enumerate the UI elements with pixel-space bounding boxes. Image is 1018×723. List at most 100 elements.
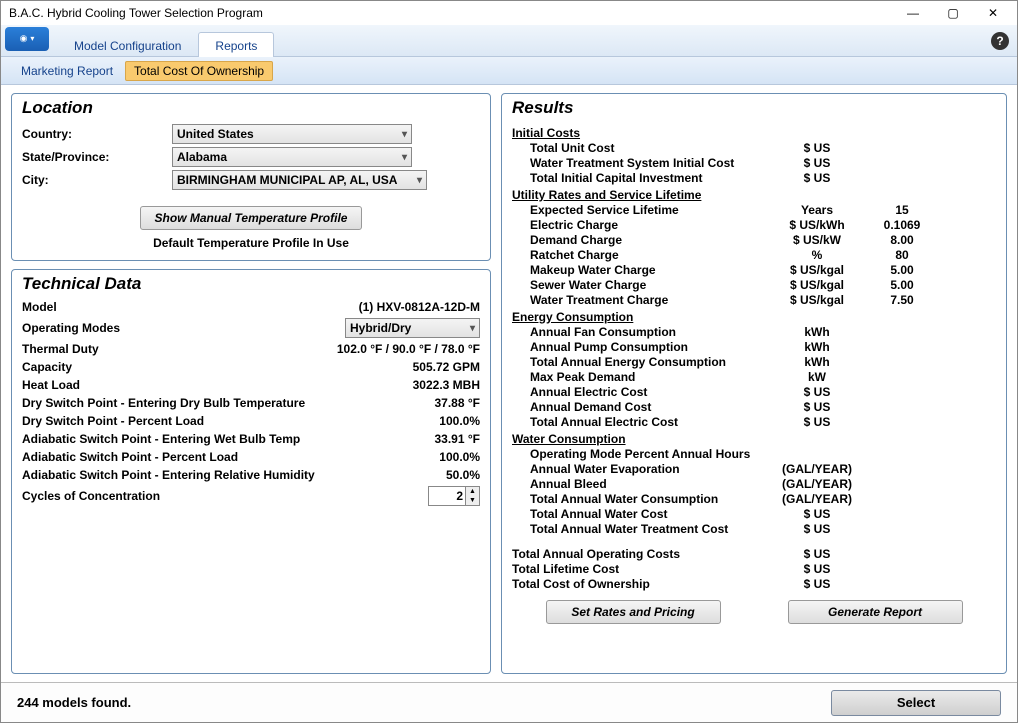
- window-title: B.A.C. Hybrid Cooling Tower Selection Pr…: [9, 6, 893, 20]
- results-value: [862, 547, 942, 562]
- coc-input[interactable]: [429, 487, 465, 505]
- results-value: [862, 355, 942, 370]
- results-value: [862, 562, 942, 577]
- asp-pl-label: Adiabatic Switch Point - Percent Load: [22, 450, 330, 464]
- results-header: Initial Costs: [512, 126, 996, 141]
- results-value: [862, 577, 942, 592]
- generate-report-button[interactable]: Generate Report: [788, 600, 963, 624]
- city-select[interactable]: BIRMINGHAM MUNICIPAL AP, AL, USA: [172, 170, 427, 190]
- results-value: [862, 522, 942, 537]
- country-select[interactable]: United States: [172, 124, 412, 144]
- results-row: Sewer Water Charge$ US/kgal5.00: [512, 278, 996, 293]
- results-row: Total Annual Operating Costs$ US: [512, 547, 996, 562]
- select-button[interactable]: Select: [831, 690, 1001, 716]
- dsp-pl-label: Dry Switch Point - Percent Load: [22, 414, 330, 428]
- thermal-duty-label: Thermal Duty: [22, 342, 330, 356]
- dsp-pl-value: 100.0%: [330, 414, 480, 428]
- results-unit: kWh: [772, 340, 862, 355]
- asp-rh-label: Adiabatic Switch Point - Entering Relati…: [22, 468, 330, 482]
- results-unit: $ US: [772, 400, 862, 415]
- maximize-button[interactable]: ▢: [933, 2, 973, 24]
- results-name: Water Treatment System Initial Cost: [512, 156, 772, 171]
- results-name: Total Annual Operating Costs: [512, 547, 772, 562]
- results-name: Total Annual Water Consumption: [512, 492, 772, 507]
- coc-down-icon[interactable]: ▼: [466, 496, 479, 505]
- results-row: Electric Charge$ US/kWh0.1069: [512, 218, 996, 233]
- results-row: Total Annual Water Treatment Cost$ US: [512, 522, 996, 537]
- results-value: [862, 171, 942, 186]
- technical-data-panel: Technical Data Model(1) HXV-0812A-12D-M …: [11, 269, 491, 674]
- results-unit: %: [772, 248, 862, 263]
- results-row: Expected Service LifetimeYears15: [512, 203, 996, 218]
- results-row: Makeup Water Charge$ US/kgal5.00: [512, 263, 996, 278]
- results-header: Energy Consumption: [512, 310, 996, 325]
- results-name: Total Lifetime Cost: [512, 562, 772, 577]
- results-unit: $ US/kgal: [772, 263, 862, 278]
- results-row: Annual Water Evaporation(GAL/YEAR): [512, 462, 996, 477]
- city-label: City:: [22, 173, 172, 187]
- operating-modes-select[interactable]: Hybrid/Dry: [345, 318, 480, 338]
- coc-spinner[interactable]: ▲▼: [428, 486, 480, 506]
- results-name: Total Initial Capital Investment: [512, 171, 772, 186]
- location-panel: Location Country: United States State/Pr…: [11, 93, 491, 261]
- status-text: 244 models found.: [17, 695, 831, 710]
- results-value: [862, 141, 942, 156]
- results-name: Makeup Water Charge: [512, 263, 772, 278]
- results-row: Annual Demand Cost$ US: [512, 400, 996, 415]
- results-name: Max Peak Demand: [512, 370, 772, 385]
- show-manual-temperature-profile-button[interactable]: Show Manual Temperature Profile: [140, 206, 363, 230]
- ribbon: ◉▾ Model Configuration Reports ?: [1, 25, 1017, 57]
- coc-up-icon[interactable]: ▲: [466, 487, 479, 496]
- results-row: Total Annual Electric Cost$ US: [512, 415, 996, 430]
- results-unit: $ US/kWh: [772, 218, 862, 233]
- thermal-duty-value: 102.0 °F / 90.0 °F / 78.0 °F: [330, 342, 480, 356]
- results-unit: (GAL/YEAR): [772, 492, 862, 507]
- state-label: State/Province:: [22, 150, 172, 164]
- results-value: 5.00: [862, 278, 942, 293]
- capacity-value: 505.72 GPM: [330, 360, 480, 374]
- app-menu-button[interactable]: ◉▾: [5, 27, 49, 51]
- results-unit: $ US: [772, 141, 862, 156]
- results-value: 8.00: [862, 233, 942, 248]
- profile-note: Default Temperature Profile In Use: [22, 236, 480, 250]
- results-unit: [772, 447, 862, 462]
- results-name: Electric Charge: [512, 218, 772, 233]
- minimize-button[interactable]: —: [893, 2, 933, 24]
- results-value: 7.50: [862, 293, 942, 308]
- tab-model-configuration[interactable]: Model Configuration: [57, 32, 198, 57]
- results-name: Total Annual Water Treatment Cost: [512, 522, 772, 537]
- results-value: [862, 385, 942, 400]
- results-name: Water Treatment Charge: [512, 293, 772, 308]
- operating-modes-label: Operating Modes: [22, 321, 330, 335]
- results-value: 5.00: [862, 263, 942, 278]
- close-button[interactable]: ✕: [973, 2, 1013, 24]
- help-icon[interactable]: ?: [991, 32, 1009, 50]
- results-value: [862, 325, 942, 340]
- results-row: Ratchet Charge%80: [512, 248, 996, 263]
- heat-load-value: 3022.3 MBH: [330, 378, 480, 392]
- results-value: 0.1069: [862, 218, 942, 233]
- results-row: Demand Charge$ US/kW8.00: [512, 233, 996, 248]
- results-unit: $ US: [772, 522, 862, 537]
- footer: 244 models found. Select: [1, 682, 1017, 722]
- results-name: Demand Charge: [512, 233, 772, 248]
- dsp-edbt-value: 37.88 °F: [330, 396, 480, 410]
- subtab-total-cost-of-ownership[interactable]: Total Cost Of Ownership: [125, 61, 273, 81]
- set-rates-and-pricing-button[interactable]: Set Rates and Pricing: [546, 600, 721, 624]
- content: Location Country: United States State/Pr…: [1, 85, 1017, 682]
- results-row: Total Annual Water Consumption(GAL/YEAR): [512, 492, 996, 507]
- tab-reports[interactable]: Reports: [198, 32, 274, 57]
- results-name: Annual Electric Cost: [512, 385, 772, 400]
- results-unit: $ US: [772, 577, 862, 592]
- results-row: Annual Electric Cost$ US: [512, 385, 996, 400]
- results-value: [862, 492, 942, 507]
- subtab-marketing-report[interactable]: Marketing Report: [21, 64, 113, 78]
- results-header: Utility Rates and Service Lifetime: [512, 188, 996, 203]
- results-unit: (GAL/YEAR): [772, 462, 862, 477]
- coc-label: Cycles of Concentration: [22, 489, 330, 503]
- state-select[interactable]: Alabama: [172, 147, 412, 167]
- results-name: Total Annual Electric Cost: [512, 415, 772, 430]
- location-title: Location: [22, 98, 480, 120]
- results-unit: $ US: [772, 415, 862, 430]
- asp-pl-value: 100.0%: [330, 450, 480, 464]
